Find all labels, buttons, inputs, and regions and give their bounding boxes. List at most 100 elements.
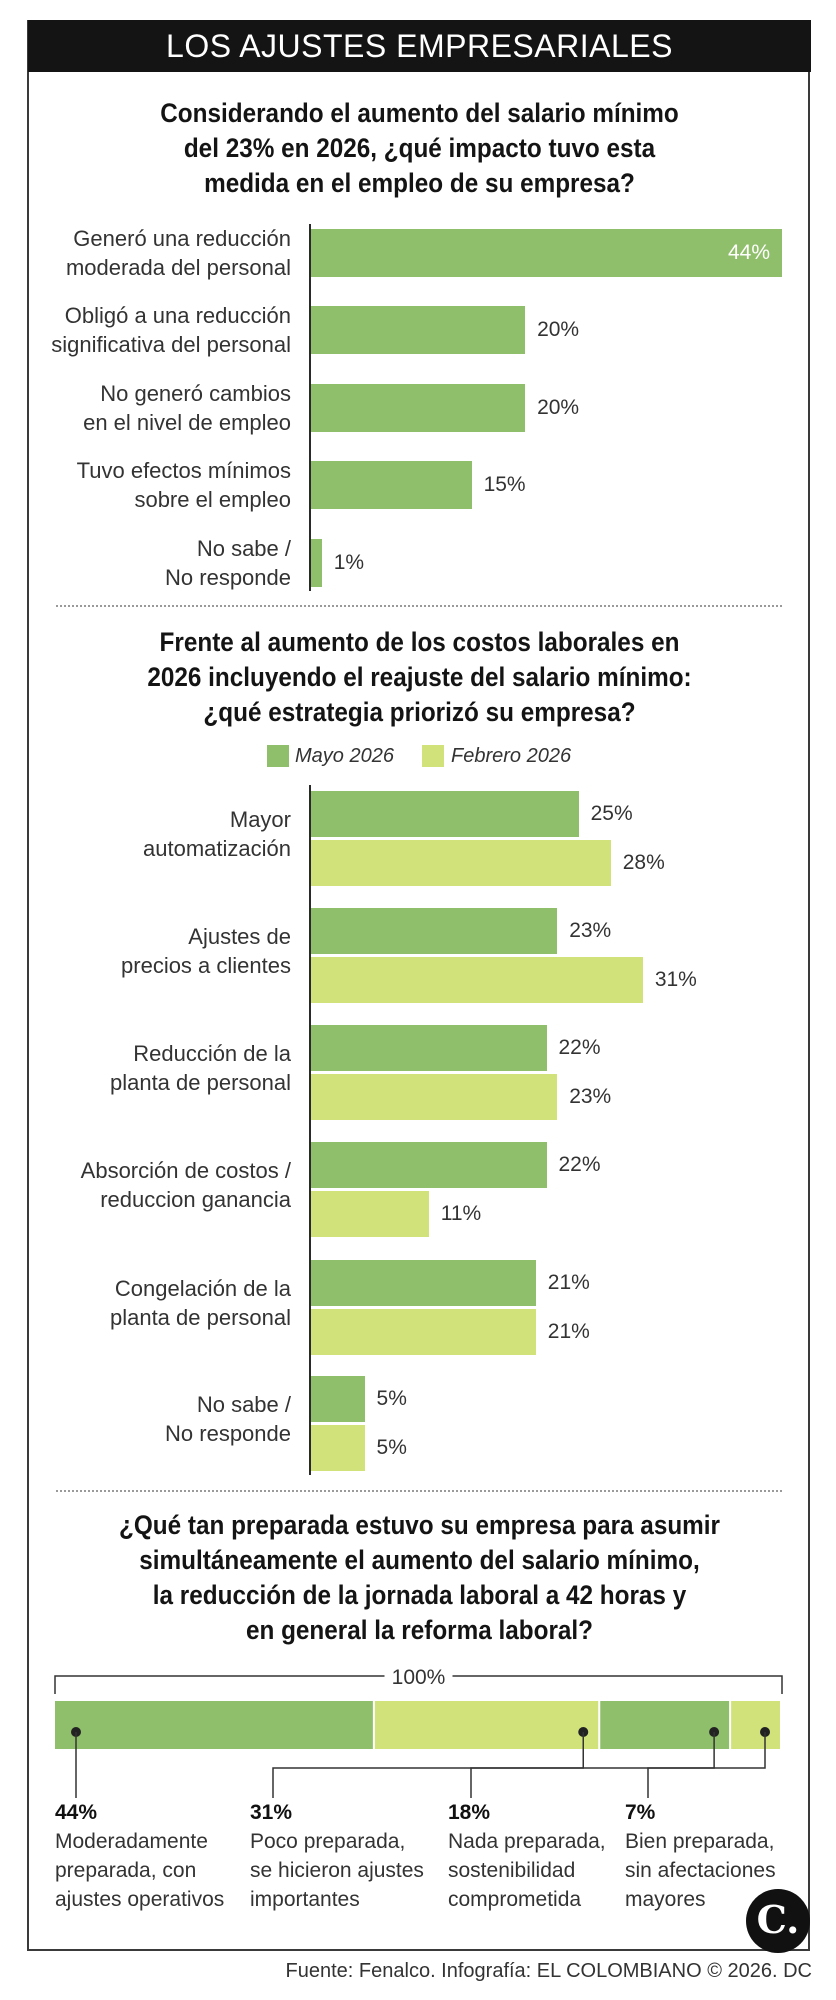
- segment-label-line: se hicieron ajustes: [250, 1859, 424, 1882]
- chart2-bar: [311, 840, 611, 886]
- chart1-category-label-line: No responde: [165, 565, 291, 590]
- chart2-bar: [311, 791, 579, 837]
- chart2-bar: [311, 1425, 365, 1471]
- chart2-value-label: 5%: [376, 1387, 407, 1410]
- segment-percent: 31%: [250, 1801, 293, 1824]
- chart1-title: Considerando el aumento del salario míni…: [67, 96, 772, 201]
- chart2-category-label: Absorción de costos / reduccion ganancia: [81, 1156, 291, 1214]
- segment-label-line: Nada preparada,: [448, 1830, 606, 1853]
- chart2-bar: [311, 957, 643, 1003]
- stacked-segment: [55, 1701, 373, 1749]
- chart1-category-label-line: Generó una reducción: [73, 226, 291, 251]
- segment-label-line: comprometida: [448, 1888, 582, 1911]
- el-colombiano-logo: C.: [746, 1889, 810, 1953]
- segment-label-line: Moderadamente: [55, 1830, 208, 1853]
- legend-label-febrero: Febrero 2026: [451, 745, 572, 767]
- leader-line: [470, 1732, 715, 1798]
- chart2-title-line: ¿qué estrategia priorizó su empresa?: [203, 697, 636, 727]
- chart1-category-label-line: moderada del personal: [65, 255, 291, 280]
- chart2-category-label: Congelación de la planta de personal: [110, 1274, 291, 1332]
- stacked-segment: [600, 1701, 730, 1749]
- chart2-category-label: Mayor automatización: [143, 805, 291, 863]
- chart2-category-label-line: Reducción de la: [133, 1041, 291, 1066]
- chart2-value-label: 22%: [558, 1036, 601, 1059]
- total-label: 100%: [392, 1666, 446, 1689]
- chart1-category-label: No sabe / No responde: [165, 534, 291, 592]
- chart1-axis: [309, 224, 311, 591]
- total-bracket-left: [54, 1675, 385, 1694]
- chart2-value-label: 22%: [558, 1153, 601, 1176]
- stacked-segment: [374, 1701, 599, 1749]
- chart1-category-label-line: Tuvo efectos mínimos: [76, 458, 291, 483]
- chart1-title-line: del 23% en 2026, ¿qué impacto tuvo esta: [183, 133, 656, 163]
- legend-swatch-mayo: [267, 745, 289, 767]
- chart3-title-line: simultáneamente el aumento del salario m…: [139, 1545, 700, 1575]
- chart1-bar: [311, 384, 526, 432]
- chart2-value-label: 21%: [547, 1320, 590, 1343]
- chart2-bar: [311, 1309, 536, 1355]
- chart2-title: Frente al aumento de los costos laborale…: [67, 625, 772, 730]
- segment-label-line: importantes: [250, 1888, 360, 1911]
- chart2-bar: [311, 1376, 365, 1422]
- chart3-title: ¿Qué tan preparada estuvo su empresa par…: [67, 1508, 772, 1648]
- chart2-title-line: Frente al aumento de los costos laborale…: [159, 627, 680, 657]
- segment-label-line: sin afectaciones: [625, 1859, 776, 1882]
- chart1-category-label-line: significativa del personal: [51, 332, 291, 357]
- chart1-value-label: 1%: [333, 551, 365, 574]
- chart2-category-label-line: automatización: [143, 836, 291, 861]
- chart2-value-label: 11%: [440, 1202, 482, 1225]
- segment-label-line: Poco preparada,: [250, 1830, 406, 1853]
- chart1-category-label-line: en el nivel de empleo: [83, 410, 291, 435]
- chart2-bar: [311, 1260, 536, 1306]
- chart2-category-label-line: Mayor: [229, 807, 291, 832]
- chart2-bar: [311, 1142, 547, 1188]
- chart2-category-label-line: precios a clientes: [121, 953, 291, 978]
- chart2-bar: [311, 908, 558, 954]
- chart1-title-line: Considerando el aumento del salario míni…: [160, 98, 679, 128]
- chart2-category-label-line: No responde: [165, 1421, 291, 1446]
- chart2-category-label: No sabe / No responde: [165, 1390, 291, 1448]
- chart1-category-label-line: No sabe /: [196, 536, 291, 561]
- chart1-value-label: 44%: [728, 241, 771, 264]
- segment-label-line: Bien preparada,: [625, 1830, 775, 1853]
- chart1-bar: [311, 306, 526, 354]
- segment-label: Nada preparada, sostenibilidad comprometid…: [448, 1827, 606, 1914]
- segment-label-line: ajustes operativos: [55, 1888, 225, 1911]
- segment-percent: 44%: [55, 1801, 98, 1824]
- chart2-title-line: 2026 incluyendo el reajuste del salario …: [147, 662, 692, 692]
- segment-label: Moderadamente preparada, con ajustes opera…: [55, 1827, 224, 1914]
- legend-label-mayo: Mayo 2026: [295, 745, 394, 767]
- chart2-category-label-line: Ajustes de: [188, 924, 291, 949]
- segment-label-line: preparada, con: [55, 1859, 197, 1882]
- chart2-value-label: 23%: [569, 919, 612, 942]
- chart2-category-label-line: No sabe /: [196, 1392, 291, 1417]
- chart2-category-label: Ajustes de precios a clientes: [121, 922, 291, 980]
- section-divider: [56, 605, 782, 607]
- chart1-bar: [311, 229, 782, 277]
- segment-label: Poco preparada, se hicieron ajustes import…: [250, 1827, 424, 1914]
- leader-line: [272, 1732, 584, 1798]
- chart2-axis: [309, 785, 311, 1475]
- leader-line: [647, 1732, 766, 1798]
- stacked-segment: [731, 1701, 780, 1749]
- segment-label: Bien preparada, sin afectaciones mayores: [625, 1827, 776, 1914]
- total-bracket-right: [452, 1675, 783, 1694]
- chart1-category-label-line: sobre el empleo: [134, 487, 291, 512]
- chart2-category-label-line: Congelación de la: [114, 1276, 291, 1301]
- chart2-value-label: 25%: [590, 802, 633, 825]
- chart1-category-label: Obligó a una reducción significativa del …: [51, 301, 291, 359]
- chart1-category-label: Generó una reducción moderada del persona…: [66, 224, 291, 282]
- legend-swatch-febrero: [422, 745, 444, 767]
- chart1-category-label-line: Obligó a una reducción: [64, 303, 291, 328]
- segment-label-line: mayores: [625, 1888, 706, 1911]
- chart1-category-label: Tuvo efectos mínimos sobre el empleo: [77, 456, 291, 514]
- chart2-value-label: 5%: [376, 1436, 407, 1459]
- chart2-category-label-line: Absorción de costos /: [80, 1158, 291, 1183]
- chart1-value-label: 20%: [537, 318, 580, 341]
- chart3-title-line: ¿Qué tan preparada estuvo su empresa par…: [119, 1510, 720, 1540]
- chart1-title-line: medida en el empleo de su empresa?: [204, 168, 635, 198]
- section-divider: [56, 1490, 782, 1492]
- segment-percent: 7%: [625, 1801, 656, 1824]
- chart2-value-label: 28%: [622, 851, 665, 874]
- infographic-header: LOS AJUSTES EMPRESARIALES: [28, 20, 811, 72]
